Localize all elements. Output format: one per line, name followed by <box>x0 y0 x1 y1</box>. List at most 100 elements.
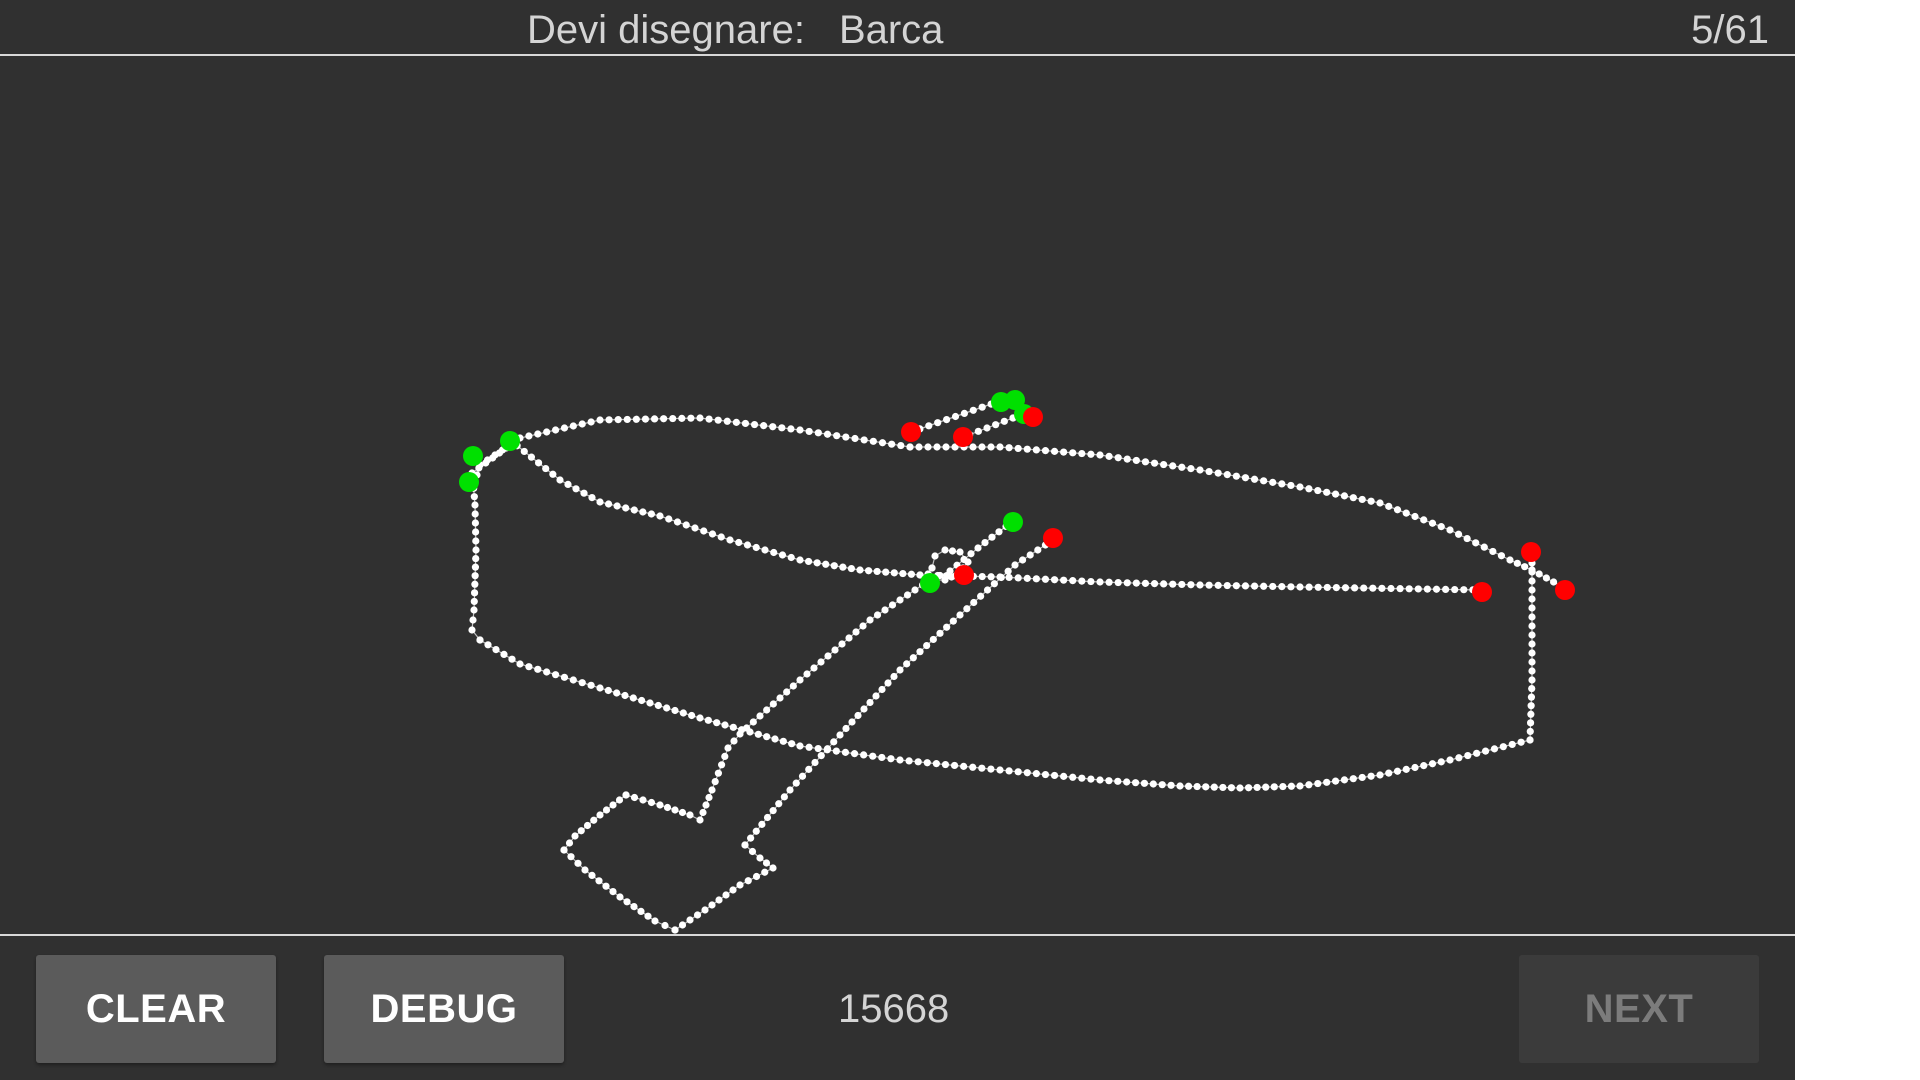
stroke-point <box>1287 583 1295 591</box>
stroke-point <box>786 786 794 794</box>
stroke-point <box>956 548 964 556</box>
stroke-point <box>491 451 499 459</box>
stroke-point <box>605 416 613 424</box>
stroke-point <box>924 443 932 451</box>
stroke-point <box>671 706 679 715</box>
stroke-point <box>804 557 813 566</box>
stroke-point <box>1473 749 1481 757</box>
stroke-point <box>588 494 596 502</box>
stroke-point <box>708 530 717 538</box>
stroke-point <box>1196 581 1204 589</box>
stroke-point <box>1223 471 1231 479</box>
stroke-point <box>1490 745 1499 753</box>
stroke-point <box>705 793 713 802</box>
stroke-point <box>848 718 856 726</box>
stroke-point <box>864 567 873 575</box>
stroke-point <box>724 744 732 752</box>
stroke-point <box>471 510 479 518</box>
clear-button[interactable]: CLEAR <box>36 955 276 1063</box>
stroke-point <box>560 424 569 432</box>
stroke-point <box>967 550 975 558</box>
stroke-point <box>596 416 604 424</box>
stroke-point <box>763 813 772 822</box>
stroke-point <box>1420 516 1428 524</box>
stroke-point <box>596 811 604 819</box>
stroke-point <box>1011 561 1019 569</box>
stroke-point <box>906 443 914 451</box>
stroke-end-marker <box>1555 580 1575 600</box>
stroke-point <box>1004 567 1012 575</box>
debug-button[interactable]: DEBUG <box>324 955 564 1063</box>
stroke-point <box>1349 494 1357 502</box>
stroke-point <box>1305 583 1313 591</box>
stroke-point <box>1420 762 1428 770</box>
stroke-point <box>769 807 777 815</box>
stroke-point <box>762 859 771 867</box>
header-bar: Devi disegnare: Barca 5/61 <box>0 0 1795 56</box>
stroke-point <box>471 580 479 588</box>
stroke-point <box>824 652 832 660</box>
stroke-point <box>890 672 898 681</box>
stroke-point <box>492 646 500 654</box>
stroke-point <box>623 898 631 906</box>
stroke-point <box>726 536 734 544</box>
stroke-point <box>1358 495 1366 504</box>
stroke-point <box>1278 583 1286 591</box>
stroke-point <box>730 737 738 745</box>
stroke-point <box>741 841 749 849</box>
stroke-point <box>796 556 804 564</box>
stroke-point <box>1205 467 1213 476</box>
stroke-point <box>756 712 764 720</box>
stroke-point <box>686 811 694 819</box>
stroke-point <box>1260 477 1268 485</box>
stroke-point <box>602 882 610 890</box>
stroke-point <box>1463 534 1471 543</box>
stroke-point <box>470 597 478 606</box>
stroke-point <box>983 586 992 594</box>
stroke-point <box>525 663 533 671</box>
stroke-point <box>632 415 640 423</box>
stroke-point <box>1269 478 1277 486</box>
stroke-point <box>1232 582 1240 590</box>
drawing-canvas[interactable] <box>0 56 1795 934</box>
stroke-point <box>708 786 716 794</box>
stroke-point <box>1034 546 1042 554</box>
stroke-point <box>1014 574 1022 582</box>
next-button[interactable]: NEXT <box>1519 955 1759 1063</box>
score-value: 15668 <box>838 987 950 1031</box>
stroke-point <box>1331 490 1340 498</box>
stroke-point <box>551 671 560 679</box>
stroke-point <box>686 916 694 924</box>
stroke-point <box>1528 613 1536 621</box>
stroke-point <box>1332 584 1340 592</box>
stroke-point <box>987 765 995 773</box>
stroke-point <box>1260 582 1268 590</box>
stroke-point <box>1160 460 1168 469</box>
stroke-point <box>637 907 645 916</box>
stroke-point <box>977 592 985 600</box>
stroke-point <box>1141 579 1150 587</box>
stroke-point <box>1446 756 1454 764</box>
stroke-point <box>1184 782 1193 790</box>
stroke-point <box>932 760 940 768</box>
stroke-point <box>1269 582 1277 591</box>
stroke-point <box>1314 583 1322 591</box>
footer-bar: CLEAR DEBUG 15668 NEXT <box>0 934 1795 1080</box>
stroke-point <box>472 554 480 563</box>
stroke-point <box>630 506 638 514</box>
stroke-point <box>866 616 874 624</box>
stroke-point <box>1023 769 1031 777</box>
stroke-point <box>696 414 704 422</box>
stroke-point <box>1442 585 1450 594</box>
stroke-point <box>578 679 586 687</box>
stroke-point <box>869 437 877 445</box>
stroke-point <box>805 743 813 751</box>
stroke-point <box>616 893 624 901</box>
stroke-point <box>604 500 613 508</box>
stroke-point <box>983 424 991 432</box>
stroke-point <box>970 598 978 607</box>
stroke-point <box>614 416 622 424</box>
stroke-point <box>1528 568 1536 576</box>
stroke-point <box>639 508 647 516</box>
stroke-point <box>780 793 788 801</box>
